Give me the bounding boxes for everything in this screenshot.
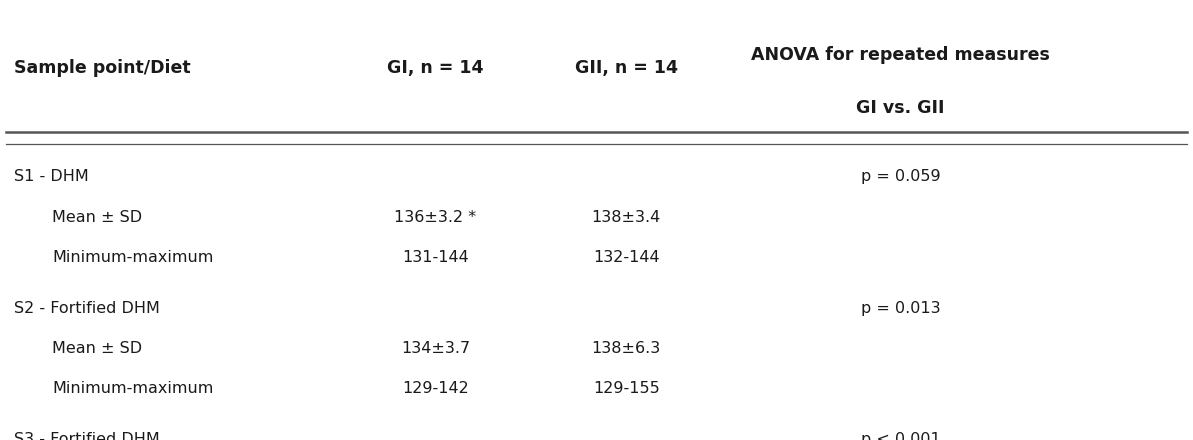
Text: S1 - DHM: S1 - DHM bbox=[14, 169, 89, 184]
Text: 138±3.4: 138±3.4 bbox=[592, 210, 661, 225]
Text: Minimum-maximum: Minimum-maximum bbox=[52, 381, 214, 396]
Text: 131-144: 131-144 bbox=[402, 250, 469, 265]
Text: ANOVA for repeated measures: ANOVA for repeated measures bbox=[752, 46, 1050, 64]
Text: 129-142: 129-142 bbox=[402, 381, 469, 396]
Text: 138±6.3: 138±6.3 bbox=[592, 341, 661, 356]
Text: 129-155: 129-155 bbox=[593, 381, 660, 396]
Text: 134±3.7: 134±3.7 bbox=[401, 341, 470, 356]
Text: Mean ± SD: Mean ± SD bbox=[52, 210, 143, 225]
Text: 136±3.2 *: 136±3.2 * bbox=[395, 210, 476, 225]
Text: 132-144: 132-144 bbox=[593, 250, 660, 265]
Text: p < 0.001: p < 0.001 bbox=[861, 432, 940, 440]
Text: GI, n = 14: GI, n = 14 bbox=[388, 59, 483, 77]
Text: Mean ± SD: Mean ± SD bbox=[52, 341, 143, 356]
Text: GII, n = 14: GII, n = 14 bbox=[575, 59, 678, 77]
Text: S2 - Fortified DHM: S2 - Fortified DHM bbox=[14, 301, 160, 315]
Text: S3 - Fortified DHM: S3 - Fortified DHM bbox=[14, 432, 160, 440]
Text: p = 0.013: p = 0.013 bbox=[861, 301, 940, 315]
Text: Sample point/Diet: Sample point/Diet bbox=[14, 59, 191, 77]
Text: GI vs. GII: GI vs. GII bbox=[857, 99, 945, 117]
Text: p = 0.059: p = 0.059 bbox=[861, 169, 940, 184]
Text: Minimum-maximum: Minimum-maximum bbox=[52, 250, 214, 265]
